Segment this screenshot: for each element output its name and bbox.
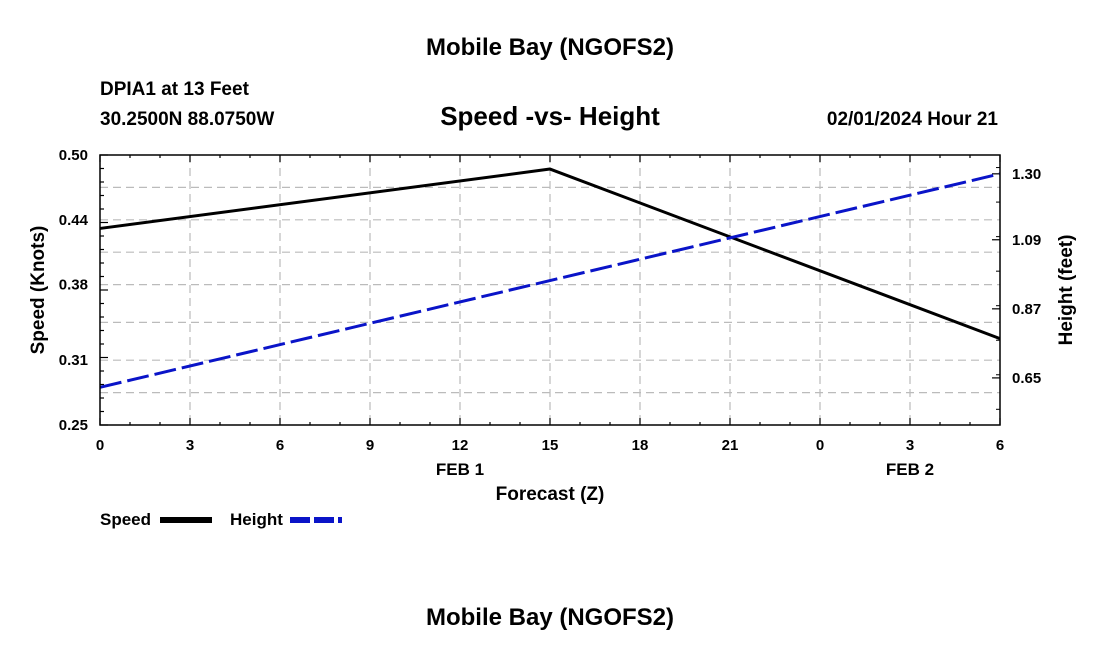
plot-frame bbox=[99, 154, 1001, 426]
y-tick-label-right: 0.65 bbox=[1012, 370, 1041, 387]
x-tick-label: 3 bbox=[186, 437, 194, 454]
x-tick-label: 21 bbox=[722, 437, 739, 454]
series-lines bbox=[99, 167, 1001, 389]
x-tick-label: 0 bbox=[96, 437, 104, 454]
x-date-label: FEB 1 bbox=[436, 460, 484, 479]
y-tick-label-left: 0.44 bbox=[59, 212, 89, 229]
chart-title: Speed -vs- Height bbox=[440, 101, 660, 131]
x-axis-title: Forecast (Z) bbox=[496, 484, 605, 505]
tick-labels: 0 3 6 9 12 15 18 21 0 3 6 FEB 1 FEB 2 0.25 0.31 0.38 0.4… bbox=[59, 147, 1041, 479]
x-tick-label: 6 bbox=[996, 437, 1004, 454]
top-title: Mobile Bay (NGOFS2) bbox=[426, 34, 674, 61]
series-line-height bbox=[99, 172, 1001, 389]
y-tick-label-left: 0.38 bbox=[59, 277, 88, 294]
y-axis-right-title: Height (feet) bbox=[1056, 235, 1077, 346]
x-tick-label: 9 bbox=[366, 437, 374, 454]
y-tick-label-left: 0.25 bbox=[59, 417, 88, 434]
legend: Speed Height bbox=[100, 510, 342, 529]
y-tick-label-left: 0.31 bbox=[59, 352, 88, 369]
legend-speed-label: Speed bbox=[100, 510, 151, 529]
bottom-title: Mobile Bay (NGOFS2) bbox=[426, 604, 674, 631]
x-tick-label: 6 bbox=[276, 437, 284, 454]
forecast-timestamp: 02/01/2024 Hour 21 bbox=[827, 109, 999, 130]
x-tick-label: 12 bbox=[452, 437, 469, 454]
series-line-speed bbox=[99, 167, 1001, 341]
station-name: DPIA1 at 13 Feet bbox=[100, 79, 250, 100]
y-tick-label-right: 0.87 bbox=[1012, 301, 1041, 318]
y-tick-label-right: 1.09 bbox=[1012, 232, 1041, 249]
grid-lines bbox=[100, 155, 1000, 425]
station-coordinates: 30.2500N 88.0750W bbox=[100, 109, 274, 130]
x-tick-label: 15 bbox=[542, 437, 559, 454]
y-tick-label-left: 0.50 bbox=[59, 147, 88, 164]
x-tick-label: 18 bbox=[632, 437, 649, 454]
y-tick-label-right: 1.30 bbox=[1012, 166, 1041, 183]
x-date-label: FEB 2 bbox=[886, 460, 934, 479]
y-axis-left-title: Speed (Knots) bbox=[28, 226, 49, 355]
legend-height-label: Height bbox=[230, 510, 283, 529]
x-tick-label: 0 bbox=[816, 437, 824, 454]
x-tick-label: 3 bbox=[906, 437, 914, 454]
